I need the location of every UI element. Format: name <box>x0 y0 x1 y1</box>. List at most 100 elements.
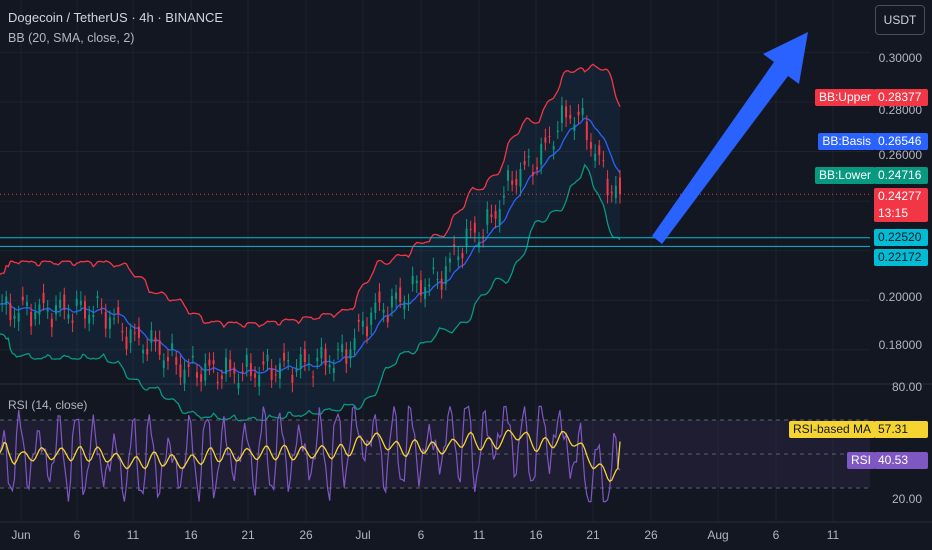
time-tick: 26 <box>299 528 313 542</box>
candle-body <box>1 303 4 305</box>
candle-body <box>38 304 41 315</box>
candle-body <box>146 348 149 355</box>
candle-body <box>589 141 592 149</box>
candle-body <box>295 368 298 372</box>
candle-body <box>9 303 12 321</box>
candle-body <box>415 280 418 284</box>
candle-body <box>212 360 215 365</box>
candle-body <box>104 311 107 329</box>
time-tick: 21 <box>586 528 600 542</box>
candle-body <box>88 314 91 324</box>
candle-body <box>299 354 302 370</box>
rsi-tick: 20.00 <box>891 492 922 506</box>
candle-body <box>523 160 526 165</box>
bb-basis-label: BB:Basis <box>818 133 875 150</box>
candle-body <box>560 105 563 124</box>
time-tick: Aug <box>707 528 729 542</box>
level-1-value: 0.22520 <box>874 229 928 246</box>
candle-body <box>312 376 315 378</box>
candle-body <box>245 354 248 367</box>
candle-body <box>341 344 344 353</box>
symbol-title[interactable]: Dogecoin / TetherUS · 4h · BINANCE <box>8 10 224 25</box>
candle-body <box>349 349 352 359</box>
candle-body <box>320 346 323 359</box>
candle-body <box>270 368 273 381</box>
candle-body <box>540 143 543 165</box>
candle-body <box>345 349 348 364</box>
candle-body <box>336 349 339 351</box>
candle-body <box>113 318 116 320</box>
candle-body <box>428 284 431 287</box>
candle-body <box>477 241 480 248</box>
candle-body <box>502 195 505 198</box>
candle-body <box>200 374 203 382</box>
price-tick: 0.18000 <box>878 338 922 352</box>
candle-body <box>67 314 70 319</box>
candle-body <box>473 222 476 233</box>
candle-body <box>50 318 53 328</box>
price-tick: 0.28000 <box>878 103 922 117</box>
time-tick: 21 <box>241 528 255 542</box>
candle-body <box>154 337 157 343</box>
candle-body <box>577 111 580 116</box>
candle-body <box>461 252 464 259</box>
rsi-indicator-legend[interactable]: RSI (14, close) <box>8 398 88 412</box>
candle-body <box>453 244 456 248</box>
candle-body <box>544 137 547 143</box>
candle-body <box>519 168 522 187</box>
time-tick: 6 <box>73 528 81 542</box>
candle-body <box>142 349 145 354</box>
candle-body <box>432 267 435 269</box>
price-tick: 0.20000 <box>878 290 922 304</box>
candle-body <box>21 296 24 301</box>
time-tick: 16 <box>529 528 543 542</box>
candle-body <box>274 374 277 376</box>
candle-body <box>59 299 62 309</box>
candle-body <box>237 383 240 389</box>
candle-body <box>366 326 369 337</box>
candle-body <box>42 292 45 303</box>
candle-body <box>594 153 597 161</box>
candle-body <box>133 332 136 334</box>
candle-body <box>403 301 406 310</box>
candle-body <box>556 130 559 133</box>
candle-body <box>150 330 153 343</box>
candle-body <box>440 278 443 290</box>
candle-body <box>129 329 132 344</box>
bb-indicator-legend[interactable]: BB (20, SMA, close, 2) <box>8 31 135 45</box>
candle-body <box>278 363 281 379</box>
bb-upper-value: 0.28377 <box>874 89 928 106</box>
candle-body <box>536 167 539 170</box>
candle-body <box>378 291 381 303</box>
candle-body <box>498 209 501 225</box>
candle-body <box>490 214 493 218</box>
candle-body <box>5 296 8 305</box>
candle-body <box>175 357 178 365</box>
candle-body <box>233 367 236 374</box>
candle-body <box>399 287 402 302</box>
candle-body <box>361 320 364 327</box>
candle-body <box>171 343 174 351</box>
candle-body <box>46 309 49 312</box>
last-price-value: 0.24277 <box>874 188 928 205</box>
candle-body <box>328 364 331 368</box>
bar-countdown: 13:15 <box>874 205 928 222</box>
candle-body <box>307 364 310 366</box>
candle-body <box>573 124 576 131</box>
candle-body <box>54 305 57 315</box>
candle-body <box>204 363 207 381</box>
candle-body <box>195 372 198 378</box>
candle-body <box>395 292 398 300</box>
rsi-ma-label: RSI-based MA <box>788 421 875 438</box>
time-tick: 11 <box>826 528 840 542</box>
candle-body <box>357 319 360 322</box>
candle-body <box>283 352 286 361</box>
candle-body <box>34 311 37 320</box>
rsi-value: 40.53 <box>874 452 928 469</box>
currency-button[interactable]: USDT <box>875 5 925 35</box>
candle-body <box>258 374 261 387</box>
candle-body <box>71 320 74 323</box>
candle-body <box>602 160 605 162</box>
candle-body <box>511 180 514 185</box>
